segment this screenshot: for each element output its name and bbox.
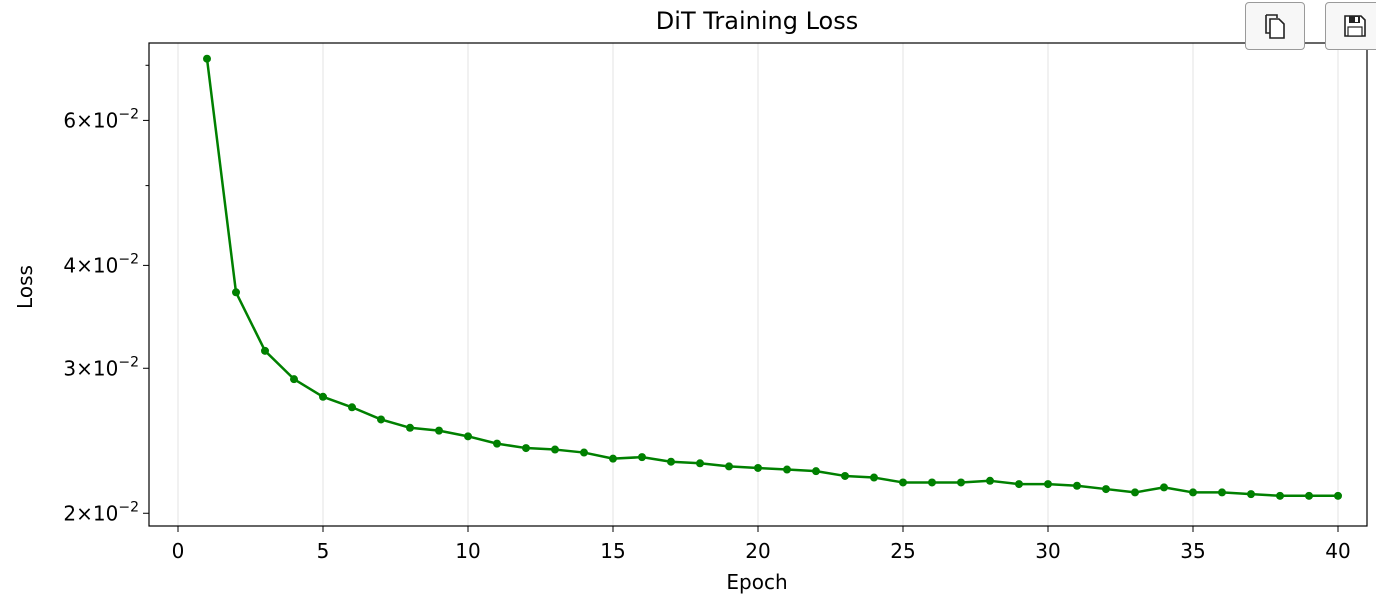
data-point <box>377 415 385 424</box>
data-point <box>754 463 762 472</box>
data-point <box>667 457 675 466</box>
y-tick-base: 10 <box>93 253 118 277</box>
data-point <box>986 476 994 485</box>
data-point <box>1305 491 1313 500</box>
data-point <box>1189 488 1197 497</box>
x-axis-label: Epoch <box>726 570 787 594</box>
data-point <box>899 478 907 487</box>
x-axis: 0 5 10 15 20 25 30 35 40 <box>172 526 1351 563</box>
data-point <box>783 465 791 474</box>
y-tick-label: 4×10−2 <box>63 251 139 277</box>
y-tick-times: × <box>76 108 93 132</box>
x-tick-label: 10 <box>455 539 480 563</box>
data-point <box>609 454 617 463</box>
y-tick-base: 10 <box>93 356 118 380</box>
data-point <box>870 473 878 482</box>
y-tick-times: × <box>76 253 93 277</box>
data-point <box>290 375 298 384</box>
y-tick-times: × <box>76 356 93 380</box>
x-tick-label: 40 <box>1325 539 1350 563</box>
y-tick-base: 10 <box>93 501 118 525</box>
data-point <box>638 453 646 462</box>
y-tick-mantissa: 3 <box>63 356 76 380</box>
data-point <box>348 403 356 412</box>
data-point <box>319 392 327 401</box>
grid-lines <box>177 43 1339 526</box>
x-tick-label: 25 <box>890 539 915 563</box>
x-tick-label: 15 <box>600 539 625 563</box>
y-tick-times: × <box>76 501 93 525</box>
data-point <box>1218 488 1226 497</box>
data-point <box>812 467 820 476</box>
chart-title: DiT Training Loss <box>656 7 858 35</box>
data-point <box>928 478 936 487</box>
copy-icon <box>1262 12 1288 40</box>
data-point <box>435 426 443 435</box>
data-point <box>261 346 269 355</box>
data-point <box>1073 481 1081 490</box>
data-point <box>1334 491 1342 500</box>
y-tick-exponent: −2 <box>118 106 139 122</box>
data-point <box>1131 488 1139 497</box>
copy-button[interactable] <box>1245 2 1305 50</box>
y-tick-exponent: −2 <box>118 354 139 370</box>
x-tick-label: 20 <box>745 539 770 563</box>
data-point <box>1102 485 1110 494</box>
data-point <box>203 54 211 63</box>
y-tick-label: 3×10−2 <box>63 354 139 380</box>
save-icon <box>1342 13 1368 39</box>
y-tick-exponent: −2 <box>118 499 139 515</box>
data-point <box>464 432 472 441</box>
y-tick-label: 2×10−2 <box>63 499 139 525</box>
y-tick-mantissa: 2 <box>63 501 76 525</box>
x-tick-label: 35 <box>1180 539 1205 563</box>
y-tick-mantissa: 6 <box>63 108 76 132</box>
data-point <box>1015 480 1023 489</box>
data-point <box>406 423 414 432</box>
x-tick-label: 5 <box>317 539 330 563</box>
data-point <box>493 439 501 448</box>
y-tick-base: 10 <box>93 108 118 132</box>
y-tick-label: 6×10−2 <box>63 106 139 132</box>
y-tick-exponent: −2 <box>118 251 139 267</box>
x-tick-label: 0 <box>172 539 185 563</box>
data-point <box>696 459 704 468</box>
data-point <box>522 444 530 453</box>
data-point <box>1247 490 1255 499</box>
y-axis: 2×10−23×10−24×10−26×10−2 <box>63 64 149 525</box>
y-tick-mantissa: 4 <box>63 253 76 277</box>
data-point <box>1276 491 1284 500</box>
loss-line <box>205 58 1338 498</box>
data-point <box>551 445 559 454</box>
data-point <box>580 448 588 457</box>
save-button[interactable] <box>1325 2 1376 50</box>
data-point <box>725 462 733 471</box>
data-point <box>957 478 965 487</box>
y-axis-label: Loss <box>13 265 37 309</box>
series-layer <box>203 54 1342 500</box>
data-point <box>1044 480 1052 489</box>
data-point <box>841 471 849 480</box>
x-tick-label: 30 <box>1035 539 1060 563</box>
data-point <box>232 288 240 297</box>
data-point <box>1160 483 1168 492</box>
